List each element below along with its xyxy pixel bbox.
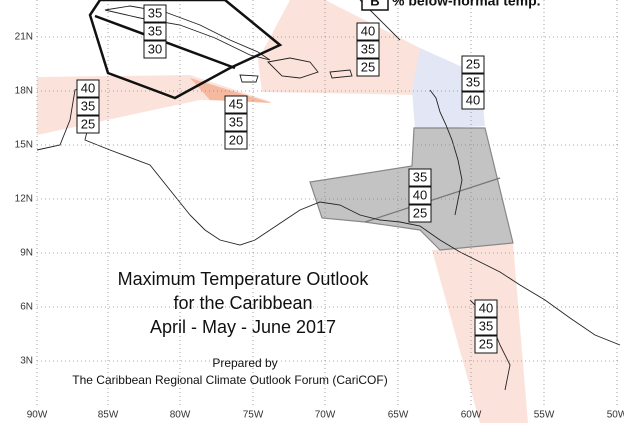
probability-value: 40 [479, 300, 493, 315]
region-orange [190, 78, 272, 103]
probability-cell [224, 131, 248, 150]
probability-boxes: 35 35 30 40 35 25 25 35 40 40 35 25 45 35 20 35 40 25 40 35… [76, 4, 498, 354]
probability-cell [224, 113, 248, 132]
probability-cell [461, 55, 485, 74]
latitude-label: 6N [20, 302, 33, 313]
longitude-label: 50W [607, 410, 624, 421]
credit-line: Prepared by [212, 356, 277, 370]
probability-value: 40 [413, 187, 427, 202]
probability-value: 25 [479, 336, 493, 351]
probability-cell [143, 4, 167, 23]
probability-value: 35 [148, 5, 162, 20]
probability-cell [474, 299, 498, 318]
title-line: April - May - June 2017 [150, 317, 336, 337]
probability-cell [76, 97, 100, 116]
coastlines [36, 0, 621, 391]
title-line: for the Caribbean [173, 293, 312, 313]
probability-value: 35 [229, 114, 243, 129]
coastline [104, 5, 271, 61]
latitude-label: 9N [20, 248, 33, 259]
probability-value: 35 [479, 318, 493, 333]
region-pink [258, 0, 420, 95]
legend-box [361, 0, 389, 11]
latitude-label: 12N [15, 194, 33, 205]
probability-cell [461, 73, 485, 92]
probability-cell [143, 22, 167, 41]
probability-cell [408, 186, 432, 205]
coastline [267, 57, 319, 79]
probability-value: 35 [148, 23, 162, 38]
legend: B % below-normal temp. [361, 0, 541, 11]
latitude-label: 3N [20, 356, 33, 367]
probability-value: 25 [413, 205, 427, 220]
probability-value: 25 [81, 116, 95, 131]
probability-value: 35 [81, 98, 95, 113]
probability-cell [356, 58, 380, 77]
probability-cell [461, 91, 485, 110]
probability-value: 25 [361, 59, 375, 74]
legend-text: % below-normal temp. [392, 0, 541, 9]
probability-value: 40 [466, 92, 480, 107]
latitude-label: 18N [15, 86, 33, 97]
probability-cell [356, 22, 380, 41]
probability-value: 20 [229, 132, 243, 147]
coastline [239, 74, 259, 83]
probability-cell [143, 40, 167, 59]
probability-cell [408, 168, 432, 187]
probability-cell [474, 335, 498, 354]
probability-value: 25 [466, 56, 480, 71]
probability-value: 45 [229, 96, 243, 111]
longitude-label: 60W [461, 410, 482, 421]
longitude-label: 85W [98, 410, 119, 421]
probability-value: 35 [413, 169, 427, 184]
probability-cell [76, 79, 100, 98]
probability-cell [224, 95, 248, 114]
probability-value: 40 [81, 80, 95, 95]
coastline [429, 89, 463, 216]
latitude-label: 15N [15, 140, 33, 151]
latitude-label: 21N [15, 32, 33, 43]
coastline [329, 69, 353, 79]
map-title: Maximum Temperature Outlook for the Cari… [72, 269, 387, 387]
regions [37, 0, 528, 423]
probability-cell [474, 317, 498, 336]
longitude-label: 80W [170, 410, 191, 421]
longitude-label: 65W [388, 410, 409, 421]
credit-line: The Caribbean Regional Climate Outlook F… [72, 373, 387, 387]
probability-cell [356, 40, 380, 59]
longitude-label: 70W [315, 410, 336, 421]
probability-value: 40 [361, 23, 375, 38]
probability-value: 35 [361, 41, 375, 56]
probability-cell [76, 115, 100, 134]
graticule: 21N 18N 15N 12N 9N 6N 3N 90W 85W 80W 75W 70W 65W 60W 5… [15, 0, 624, 421]
longitude-label: 90W [27, 410, 48, 421]
probability-cell [408, 204, 432, 223]
probability-value: 35 [466, 74, 480, 89]
coastline [36, 84, 271, 246]
coastline [269, 201, 621, 346]
probability-value: 30 [148, 41, 162, 56]
title-line: Maximum Temperature Outlook [118, 269, 370, 289]
region-divider [364, 177, 501, 223]
outlook-polygon [88, 0, 283, 100]
longitude-label: 55W [534, 410, 555, 421]
longitude-label: 75W [243, 410, 264, 421]
legend-letter: B [370, 0, 379, 8]
